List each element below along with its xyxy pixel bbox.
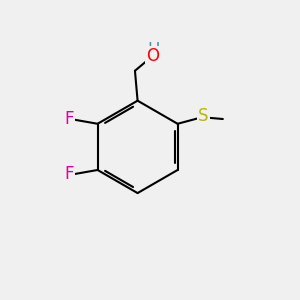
Text: F: F bbox=[64, 165, 74, 183]
Text: H: H bbox=[148, 41, 160, 59]
Text: O: O bbox=[146, 47, 159, 65]
Text: S: S bbox=[198, 107, 208, 125]
Text: F: F bbox=[64, 110, 74, 128]
